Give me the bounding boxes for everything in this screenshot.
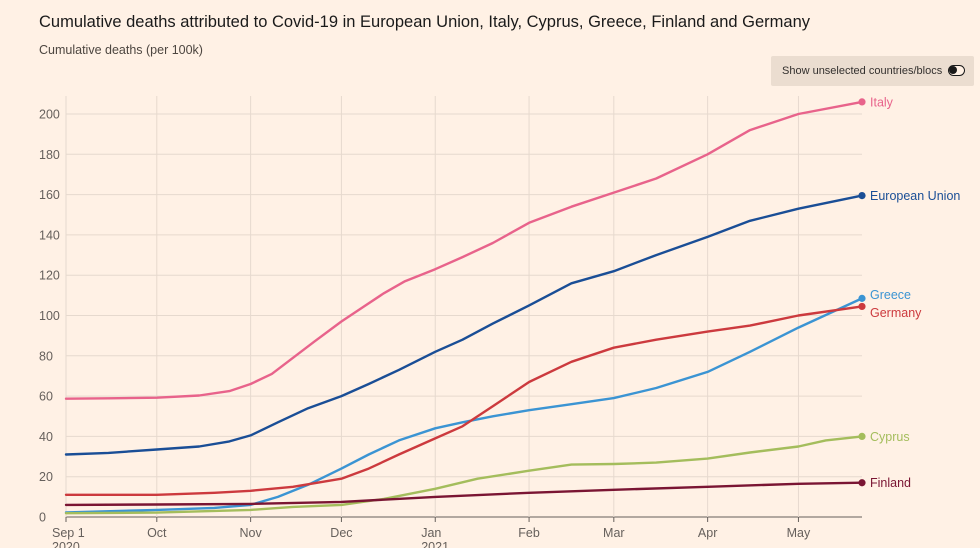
y-tick-label: 160 [39,188,60,202]
x-tick-label: Feb [518,526,540,540]
x-tick-label: Oct [147,526,167,540]
y-tick-label: 100 [39,309,60,323]
y-tick-label: 20 [39,470,53,484]
series-label-finland: Finland [870,476,911,490]
x-tick-label: Dec [330,526,352,540]
series-line-greece [64,297,864,514]
series-end-marker-italy [858,98,866,106]
x-tick-label: Apr [698,526,717,540]
series-end-marker-finland [858,479,866,487]
x-tick-sublabel: 2021 [421,540,449,548]
series-label-greece: Greece [870,288,911,302]
series-line-finland [64,481,864,507]
chart-series-lines [64,100,864,515]
series-line-european-union [64,194,864,456]
y-tick-label: 60 [39,390,53,404]
x-tick-label: Jan [421,526,441,540]
y-tick-label: 180 [39,148,60,162]
y-tick-label: 140 [39,228,60,242]
series-line-cyprus [64,435,864,515]
chart-title: Cumulative deaths attributed to Covid-19… [39,13,811,31]
series-end-marker-european-union [858,192,866,200]
chart-subtitle: Cumulative deaths (per 100k) [39,43,203,57]
x-tick-label: Nov [240,526,263,540]
x-tick-sublabel: 2020 [52,540,80,548]
toggle-switch-icon[interactable] [948,65,965,76]
x-tick-label: Sep 1 [52,526,85,540]
chart-grid [65,96,862,522]
series-label-germany: Germany [870,306,922,320]
series-label-cyprus: Cyprus [870,430,910,444]
series-end-marker-greece [858,294,866,302]
toggle-label: Show unselected countries/blocs [782,65,943,77]
show-unselected-toggle[interactable]: Show unselected countries/blocs [771,56,974,86]
x-tick-label: May [787,526,811,540]
y-tick-label: 200 [39,108,60,122]
y-tick-label: 120 [39,269,60,283]
series-label-italy: Italy [870,95,894,109]
toggle-knob [949,66,957,74]
series-line-italy [64,100,864,400]
chart-end-labels: Italy European Union Greece Germany Cyprus Fi… [858,95,960,490]
series-label-european-union: European Union [870,189,960,203]
y-tick-label: 40 [39,430,53,444]
x-tick-label: Mar [603,526,625,540]
series-end-marker-germany [858,302,866,311]
y-tick-label: 0 [39,511,46,525]
series-line-germany [64,305,864,496]
series-end-marker-cyprus [858,432,866,440]
y-tick-label: 80 [39,349,53,363]
